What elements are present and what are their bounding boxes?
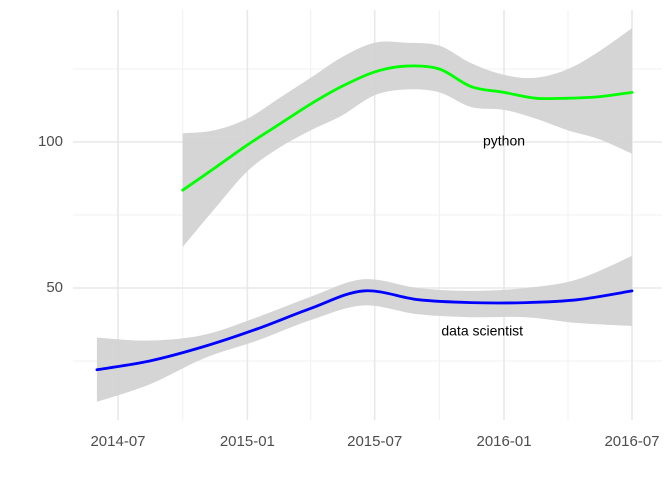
series-lines: [95, 64, 634, 372]
confidence-band-series-1: [182, 28, 632, 248]
axis-labels: 2014-07 2015-01 2015-07 2016-01 2016-07 50 100: [38, 133, 660, 450]
x-tick-label: 2015-07: [347, 433, 402, 450]
x-tick-label: 2016-01: [476, 433, 531, 450]
y-tick-label: 50: [46, 279, 63, 296]
confidence-bands: [96, 28, 632, 402]
confidence-band-series-2: [96, 255, 632, 402]
series-line-2: [95, 289, 634, 372]
series-label-2: data scientist: [441, 323, 523, 339]
series-annotations: python data scientist: [441, 133, 525, 339]
x-tick-label: 2014-07: [90, 433, 145, 450]
y-tick-label: 100: [38, 133, 63, 150]
series-label-1: python: [483, 133, 525, 149]
x-tick-label: 2015-01: [220, 433, 275, 450]
x-tick-label: 2016-07: [604, 433, 659, 450]
series-line-1: [181, 64, 634, 192]
